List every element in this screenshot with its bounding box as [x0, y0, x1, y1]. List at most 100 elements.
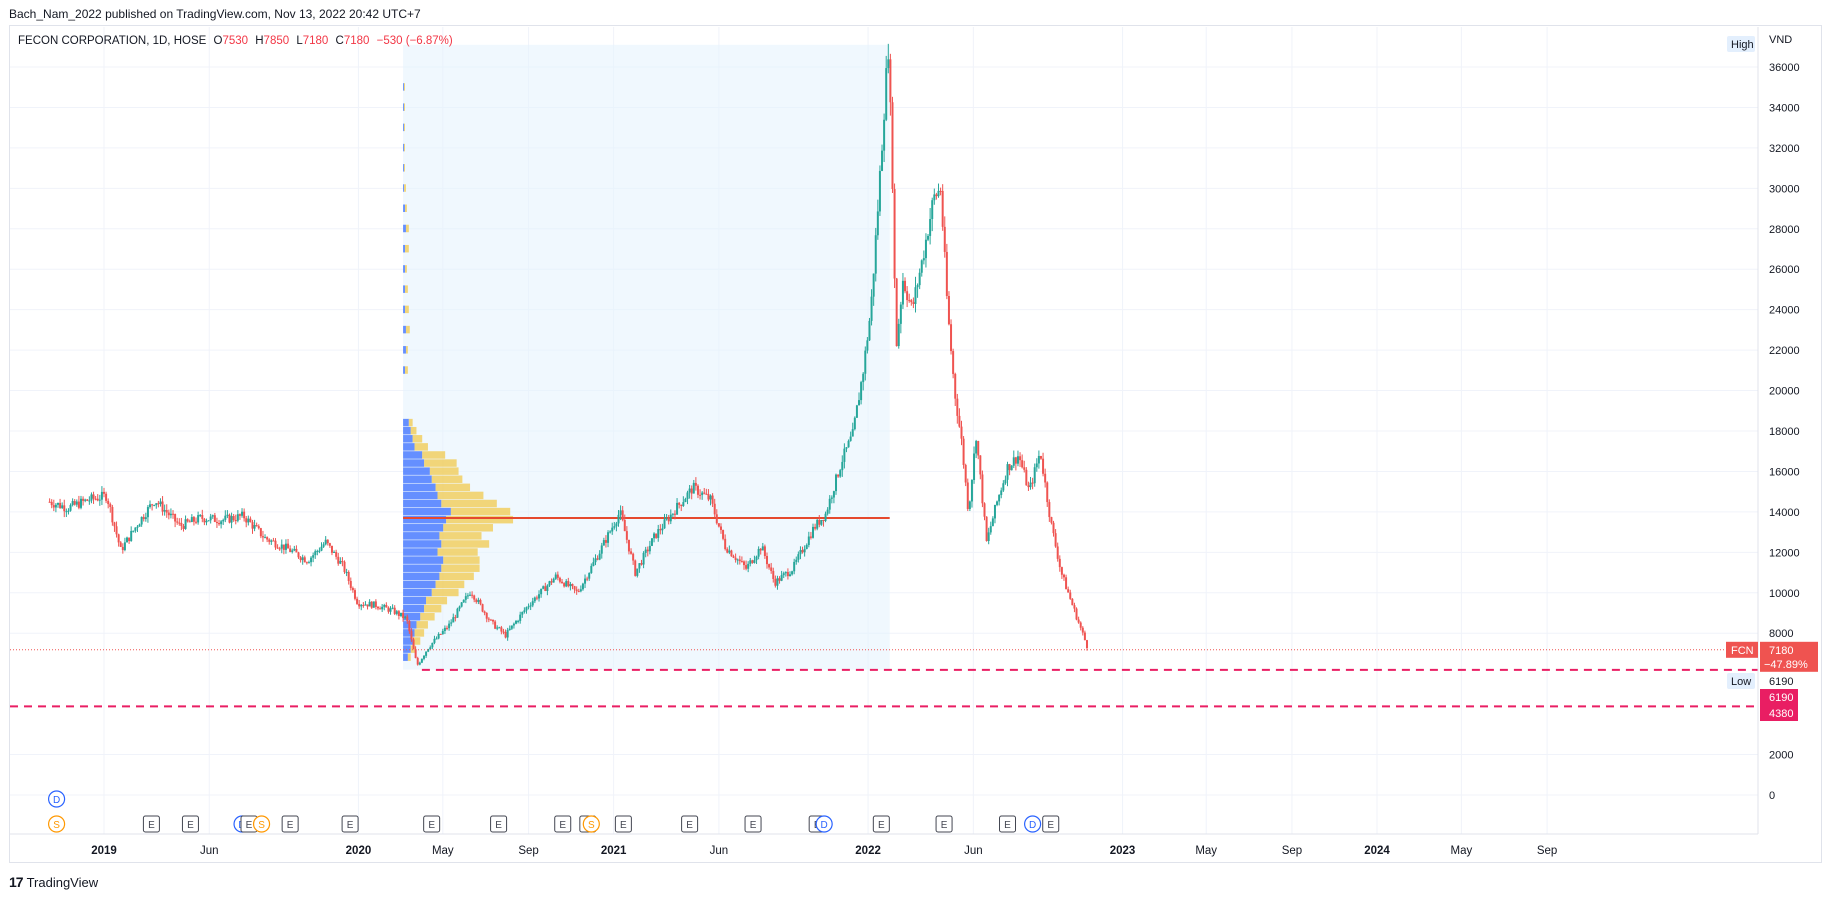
candle-body [293, 548, 296, 551]
candle-body [452, 617, 455, 623]
split-marker [252, 815, 271, 833]
vp-row-up [403, 499, 442, 508]
candle-body [454, 617, 457, 619]
candle-body [1056, 546, 1059, 559]
candle-body [931, 200, 934, 220]
dividend-marker-label: D [1029, 820, 1036, 831]
split-marker-label: S [53, 820, 60, 831]
candle-body [816, 519, 819, 529]
candle-body [730, 550, 733, 557]
vp-row-down [414, 629, 425, 637]
candle-body [408, 620, 411, 632]
y-tick-label: 32000 [1769, 143, 1800, 155]
candle-body [54, 504, 57, 508]
candle-body [650, 538, 653, 546]
x-tick-label: 2019 [91, 845, 117, 857]
earnings-marker-label: E [287, 820, 294, 831]
candle-body [584, 578, 587, 584]
candle-body [1010, 465, 1013, 471]
candle-body [1004, 479, 1007, 484]
earnings-marker-label: E [878, 820, 885, 831]
candle-body [853, 417, 856, 430]
candle-body [939, 190, 942, 192]
candle-body [255, 525, 258, 527]
candle-body [1033, 467, 1036, 484]
candle-body [945, 251, 948, 297]
candle-body [703, 492, 706, 494]
candle-body [968, 501, 971, 509]
candle-body [759, 548, 762, 551]
candle-body [163, 509, 166, 512]
candle-body [577, 590, 580, 592]
candle-body [218, 523, 221, 525]
high-tag-bg [1727, 36, 1755, 52]
candle-body [544, 586, 547, 592]
vp-row-up [403, 588, 432, 597]
candle-body [374, 601, 377, 607]
candle-body [140, 516, 143, 525]
candle-body [665, 518, 668, 520]
candle-body [977, 441, 980, 456]
candle-body [178, 522, 181, 524]
vp-row-up [403, 346, 406, 354]
vp-row-down [412, 637, 421, 645]
y-tick-label: 10000 [1769, 588, 1800, 600]
candle-body [956, 398, 959, 416]
vp-row-down [450, 507, 511, 516]
candle-body [479, 599, 482, 605]
candle-body [92, 494, 95, 499]
candle-body [786, 572, 789, 577]
earnings-marker-label: E [428, 820, 435, 831]
candle-body [362, 604, 365, 606]
vp-row-down [429, 467, 459, 475]
candle-body [964, 464, 967, 483]
vp-row-down [422, 451, 446, 459]
candle-body [996, 501, 999, 505]
vp-row-down [404, 103, 405, 111]
candle-body [324, 539, 327, 545]
candle-body [249, 518, 252, 523]
vp-row-up [403, 435, 413, 443]
candle-body [561, 581, 564, 584]
candle-body [987, 532, 990, 541]
candle-body [310, 557, 313, 563]
candle-body [393, 607, 396, 614]
y-tick-label: 16000 [1769, 466, 1800, 478]
y-tick-label: 26000 [1769, 264, 1800, 276]
candle-body [588, 572, 591, 579]
candle-body [694, 482, 697, 486]
candle-body [596, 558, 599, 560]
candle-body [887, 59, 890, 69]
earnings-marker [999, 815, 1017, 833]
candle-body [1035, 463, 1038, 468]
candle-body [100, 491, 103, 500]
vp-row-down [404, 123, 405, 132]
candle-body [843, 448, 846, 462]
candle-body [837, 474, 840, 477]
candle-body [914, 287, 917, 304]
candle-body [791, 571, 794, 575]
candle-body [822, 519, 825, 521]
candle-body [289, 548, 292, 552]
candle-body [849, 436, 852, 441]
vp-row-up [403, 366, 405, 374]
candle-body [535, 597, 538, 599]
x-tick-label: 2023 [1110, 845, 1136, 857]
candle-body [318, 550, 321, 552]
vp-row-down [404, 204, 407, 212]
candle-body [1065, 577, 1068, 590]
candle-body [115, 526, 118, 535]
earnings-marker-label: E [187, 820, 194, 831]
candle-body [151, 504, 154, 506]
candle-body [569, 584, 572, 587]
high-label: H [255, 35, 264, 47]
candle-body [989, 526, 992, 533]
vp-row-up [403, 418, 409, 427]
candle-body [316, 550, 319, 552]
dividend-marker [1024, 815, 1042, 833]
candle-body [676, 502, 679, 515]
candle-body [71, 501, 74, 506]
candle-body [1031, 482, 1034, 484]
vp-row-up [403, 443, 415, 451]
